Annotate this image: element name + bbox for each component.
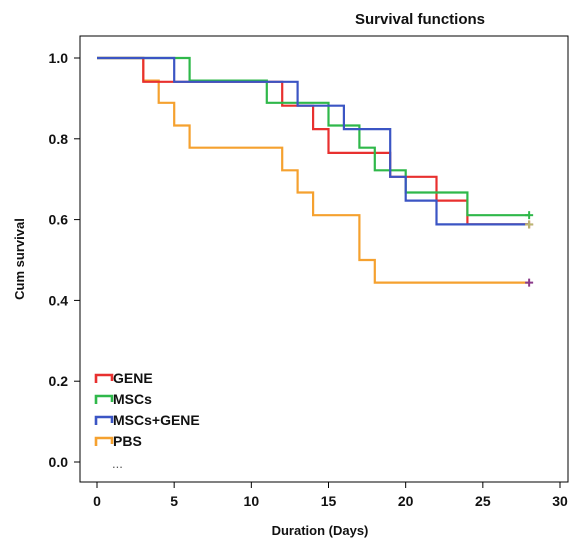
- legend-label: MSCs: [113, 391, 152, 407]
- y-tick-label: 0.2: [49, 373, 69, 389]
- y-tick-label: 1.0: [49, 50, 69, 66]
- censor-mark: [525, 220, 534, 229]
- y-tick-label: 0.8: [49, 131, 69, 147]
- x-tick-label: 5: [170, 493, 178, 509]
- series-line-mscs-gene: [97, 56, 530, 226]
- x-tick-label: 0: [93, 493, 101, 509]
- legend-label: GENE: [113, 370, 153, 386]
- x-axis-ticks: 0 5 10 15 20 25 30: [93, 482, 568, 509]
- x-tick-label: 10: [244, 493, 260, 509]
- censor-marks: [525, 211, 534, 287]
- legend-swatch: [94, 436, 114, 446]
- y-tick-label: 0.0: [49, 454, 69, 470]
- legend-swatch: [94, 394, 114, 404]
- series-line-mscs: [97, 56, 530, 217]
- legend: GENE MSCs MSCs+GENE PBS: [94, 370, 200, 449]
- x-tick-label: 30: [552, 493, 568, 509]
- legend-label: PBS: [113, 433, 142, 449]
- legend-item: GENE: [94, 370, 153, 386]
- legend-more-indicator: ...: [112, 456, 123, 471]
- legend-item: MSCs+GENE: [94, 412, 200, 428]
- chart-title: Survival functions: [355, 11, 485, 28]
- legend-label: MSCs+GENE: [113, 412, 200, 428]
- x-tick-label: 15: [321, 493, 337, 509]
- censor-mark: [525, 278, 534, 287]
- series-lines: [97, 56, 530, 284]
- y-axis-ticks: 0.0 0.2 0.4 0.6 0.8 1.0: [49, 50, 80, 470]
- x-axis-label: Duration (Days): [272, 523, 369, 538]
- legend-item: PBS: [94, 433, 142, 449]
- y-axis-label: Cum survival: [12, 218, 27, 300]
- legend-item: MSCs: [94, 391, 152, 407]
- legend-swatch: [94, 373, 114, 383]
- censor-mark: [525, 211, 534, 220]
- legend-swatch: [94, 415, 114, 425]
- series-line-pbs: [97, 56, 530, 284]
- x-tick-label: 20: [398, 493, 414, 509]
- y-tick-label: 0.6: [49, 212, 69, 228]
- y-tick-label: 0.4: [49, 292, 69, 308]
- x-tick-label: 25: [475, 493, 491, 509]
